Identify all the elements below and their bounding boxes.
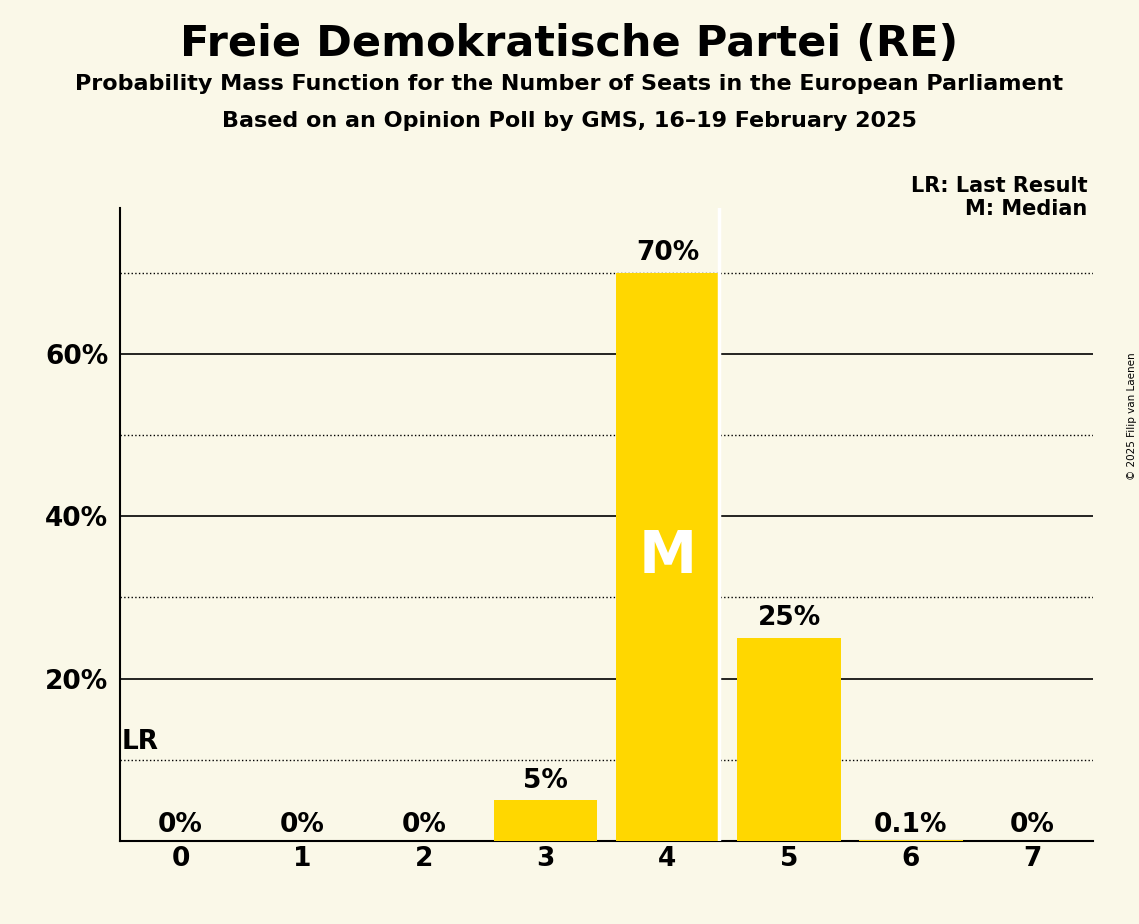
Text: 5%: 5% xyxy=(523,768,568,794)
Text: M: M xyxy=(638,529,696,585)
Text: 0%: 0% xyxy=(401,811,446,837)
Text: 0.1%: 0.1% xyxy=(874,811,948,837)
Text: 70%: 70% xyxy=(636,240,699,266)
Text: Probability Mass Function for the Number of Seats in the European Parliament: Probability Mass Function for the Number… xyxy=(75,74,1064,94)
Text: LR: LR xyxy=(122,729,159,755)
Text: M: Median: M: Median xyxy=(966,199,1088,219)
Text: © 2025 Filip van Laenen: © 2025 Filip van Laenen xyxy=(1126,352,1137,480)
Text: Freie Demokratische Partei (RE): Freie Demokratische Partei (RE) xyxy=(180,23,959,65)
Bar xyxy=(616,273,719,841)
Bar xyxy=(737,638,841,841)
Text: Based on an Opinion Poll by GMS, 16–19 February 2025: Based on an Opinion Poll by GMS, 16–19 F… xyxy=(222,111,917,131)
Bar xyxy=(494,800,597,841)
Text: 0%: 0% xyxy=(158,811,203,837)
Text: LR: Last Result: LR: Last Result xyxy=(911,176,1088,196)
Text: 25%: 25% xyxy=(757,605,821,631)
Text: 0%: 0% xyxy=(280,811,325,837)
Text: 0%: 0% xyxy=(1010,811,1055,837)
